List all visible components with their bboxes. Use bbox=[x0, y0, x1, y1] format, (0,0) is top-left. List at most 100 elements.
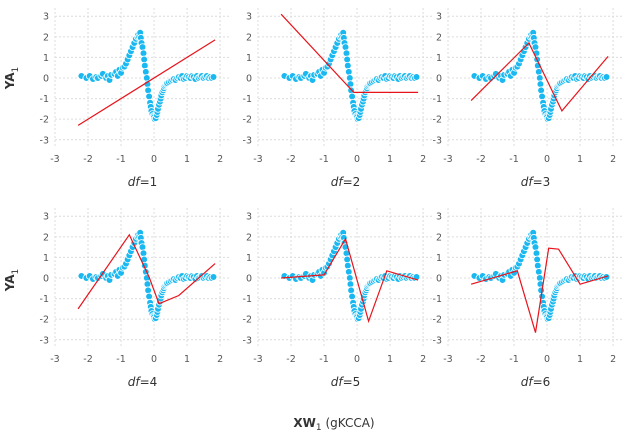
data-point bbox=[145, 292, 153, 301]
panel-title: df=2 bbox=[331, 175, 361, 189]
y-tick-label: -3 bbox=[433, 135, 442, 146]
x-tick-label: -1 bbox=[319, 154, 328, 165]
panel-3: -3 -2 -1 0 1 2 -3 -2 -1 0 1 2 3 df=3 bbox=[433, 8, 623, 189]
data-point bbox=[531, 243, 540, 251]
y-tick-label: -3 bbox=[40, 335, 49, 346]
panel-title-var: df bbox=[128, 175, 142, 189]
fit-line bbox=[280, 13, 419, 94]
data-point bbox=[343, 255, 351, 264]
data-point bbox=[143, 280, 152, 288]
x-tick-label: 0 bbox=[354, 154, 360, 165]
y-tick-label: -1 bbox=[243, 294, 252, 305]
data-point bbox=[602, 73, 611, 81]
data-point bbox=[344, 261, 352, 270]
data-point bbox=[341, 43, 350, 51]
x-tick-label: 1 bbox=[577, 354, 583, 365]
panel-title-var: df bbox=[521, 175, 535, 189]
y-tick-label: 1 bbox=[246, 253, 252, 264]
y-tick-label: 0 bbox=[43, 274, 49, 285]
data-point bbox=[209, 73, 218, 81]
x-tick-label: 2 bbox=[217, 354, 223, 365]
data-point bbox=[537, 286, 545, 295]
y-tick-label: -2 bbox=[40, 315, 49, 326]
x-tick-label: 2 bbox=[420, 154, 426, 165]
data-point bbox=[139, 249, 148, 258]
y-axis-label-sub: 1 bbox=[11, 67, 21, 73]
panel-title-eq: =1 bbox=[140, 175, 158, 189]
y-tick-label: -1 bbox=[433, 94, 442, 105]
x-tick-label: 1 bbox=[184, 354, 190, 365]
y-tick-label: 2 bbox=[43, 32, 49, 43]
y-tick-label: 3 bbox=[436, 212, 442, 223]
data-point bbox=[347, 286, 355, 295]
fit-line bbox=[470, 41, 609, 112]
y-tick-label: 2 bbox=[436, 232, 442, 243]
data-point bbox=[534, 261, 542, 270]
data-point bbox=[535, 274, 544, 282]
data-point bbox=[342, 49, 351, 58]
y-tick-label: 1 bbox=[43, 53, 49, 64]
data-point bbox=[538, 92, 546, 101]
y-tick-label: 3 bbox=[246, 212, 252, 223]
x-tick-label: 0 bbox=[151, 354, 157, 365]
panel-title: df=4 bbox=[128, 375, 158, 389]
data-point bbox=[412, 73, 421, 81]
y-tick-label: -1 bbox=[243, 94, 252, 105]
y-tick-label: -3 bbox=[243, 335, 252, 346]
data-point bbox=[537, 86, 545, 95]
x-tick-label: 1 bbox=[184, 154, 190, 165]
panel-title-eq: =4 bbox=[140, 375, 158, 389]
y-tick-label: -1 bbox=[433, 294, 442, 305]
y-tick-label: -3 bbox=[433, 335, 442, 346]
x-tick-label: -1 bbox=[509, 154, 518, 165]
panel-4: -3 -2 -1 0 1 2 -3 -2 -1 0 1 2 3 df=4 bbox=[40, 208, 230, 389]
fit-line bbox=[470, 247, 609, 333]
data-point bbox=[345, 274, 354, 282]
y-tick-label: 3 bbox=[43, 212, 49, 223]
y-tick-label: -2 bbox=[40, 115, 49, 126]
x-tick-label: 1 bbox=[577, 154, 583, 165]
x-tick-label: 2 bbox=[217, 154, 223, 165]
y-tick-label: 3 bbox=[43, 12, 49, 23]
x-tick-label: -2 bbox=[476, 154, 485, 165]
panel-1: -3 -2 -1 0 1 2 -3 -2 -1 0 1 2 3 df=1 bbox=[40, 8, 230, 189]
y-tick-label: 1 bbox=[43, 253, 49, 264]
data-point bbox=[145, 92, 153, 101]
x-tick-label: -1 bbox=[116, 354, 125, 365]
data-point bbox=[138, 43, 147, 51]
data-point bbox=[348, 292, 356, 301]
data-point bbox=[209, 273, 218, 281]
x-tick-label: -3 bbox=[443, 354, 452, 365]
y-tick-label: 3 bbox=[246, 12, 252, 23]
y-tick-label: 0 bbox=[43, 74, 49, 85]
panel-title-var: df bbox=[521, 375, 535, 389]
data-point bbox=[345, 268, 353, 276]
panel-title: df=1 bbox=[128, 175, 158, 189]
data-point bbox=[144, 86, 152, 95]
x-axis-label-main: XW bbox=[293, 416, 316, 430]
y-tick-label: -3 bbox=[243, 135, 252, 146]
data-point bbox=[532, 249, 541, 258]
data-point bbox=[535, 268, 543, 276]
y-tick-label: -2 bbox=[243, 115, 252, 126]
x-tick-label: -2 bbox=[476, 354, 485, 365]
y-tick-label: -2 bbox=[433, 115, 442, 126]
fit-line bbox=[77, 39, 216, 126]
x-tick-label: -1 bbox=[319, 354, 328, 365]
panel-title: df=6 bbox=[521, 375, 551, 389]
panel-title-eq: =3 bbox=[533, 175, 551, 189]
panel-title: df=3 bbox=[521, 175, 551, 189]
panel-title-var: df bbox=[331, 175, 345, 189]
y-tick-label: 0 bbox=[246, 274, 252, 285]
x-tick-label: 0 bbox=[151, 154, 157, 165]
x-tick-label: 2 bbox=[610, 154, 616, 165]
y-tick-label: 0 bbox=[436, 74, 442, 85]
panel-title: df=5 bbox=[331, 375, 361, 389]
y-axis-label-main: YA bbox=[3, 72, 17, 91]
x-tick-label: -3 bbox=[50, 154, 59, 165]
x-tick-label: 1 bbox=[387, 354, 393, 365]
y-tick-label: 3 bbox=[436, 12, 442, 23]
data-point bbox=[139, 49, 148, 58]
data-point bbox=[138, 243, 147, 251]
